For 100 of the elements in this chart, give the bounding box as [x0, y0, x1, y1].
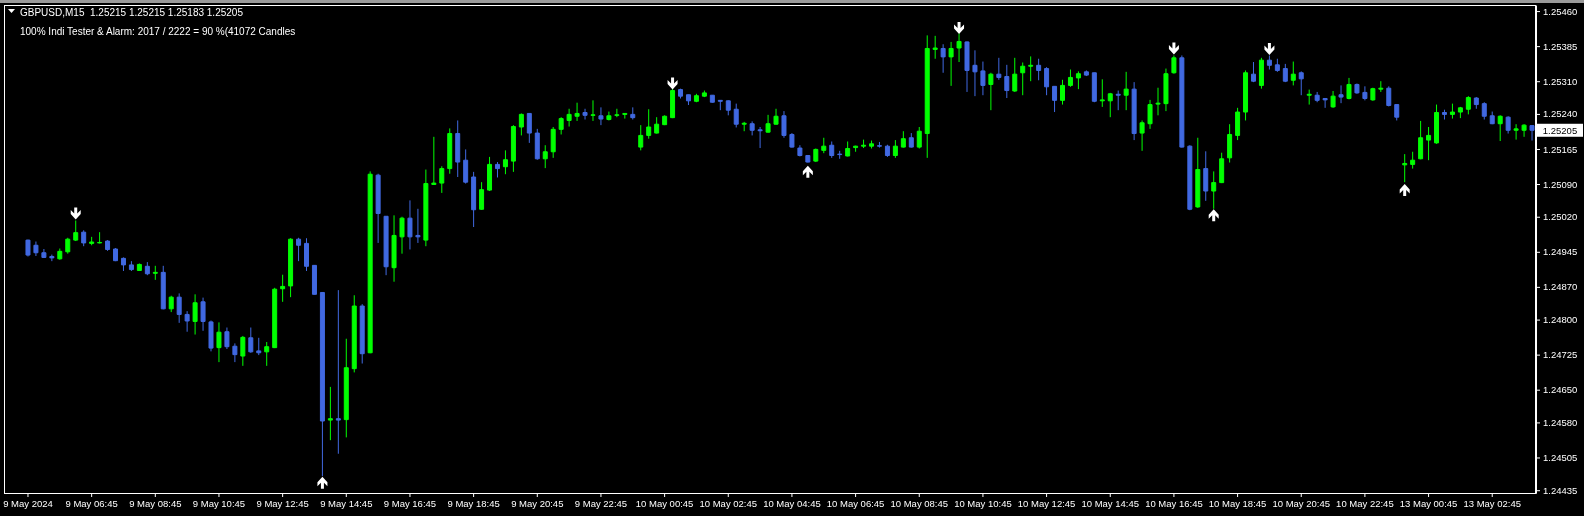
x-tick-label: 9 May 08:45: [129, 497, 182, 509]
candlestick: [1362, 85, 1368, 101]
candlestick: [192, 293, 198, 336]
y-tick-label: 1.24580: [1543, 416, 1578, 428]
candlestick: [81, 229, 87, 247]
candlestick: [487, 156, 493, 192]
candlestick: [988, 72, 994, 111]
x-tick-label: 10 May 20:45: [1272, 497, 1331, 509]
x-tick-label: 9 May 14:45: [320, 497, 373, 509]
candlestick: [821, 137, 827, 154]
candlestick: [741, 121, 747, 132]
y-tick-label: 1.24725: [1543, 349, 1578, 361]
candlestick: [797, 144, 803, 157]
candlestick: [1434, 104, 1440, 145]
x-tick-label: 9 May 06:45: [65, 497, 118, 509]
candlestick: [1330, 90, 1336, 109]
x-tick-label: 9 May 12:45: [256, 497, 309, 509]
candlestick: [224, 327, 230, 350]
candlestick: [152, 265, 158, 281]
x-tick-label: 10 May 04:45: [763, 497, 821, 509]
x-tick-label: 13 May 02:45: [1463, 497, 1522, 509]
candlestick: [256, 337, 262, 356]
candlestick: [980, 61, 986, 96]
x-tick-label: 10 May 14:45: [1081, 497, 1140, 509]
candlestick: [1123, 71, 1129, 111]
candlestick: [296, 237, 302, 262]
candlestick: [526, 112, 532, 144]
candlestick: [1243, 69, 1249, 121]
candlestick: [853, 145, 859, 153]
annotation: 100% Indi Tester & Alarm: 2017 / 2222 = 90 %(41072 Candles: [20, 26, 296, 37]
candlestick: [1067, 69, 1073, 88]
y-tick-label: 1.25460: [1543, 5, 1578, 17]
candlestick: [757, 126, 763, 149]
candlestick: [335, 289, 341, 455]
chart-title: GBPUSD,M15 1.25215 1.25215 1.25183 1.25205: [20, 7, 244, 18]
candlestick: [892, 139, 898, 159]
candlestick: [288, 237, 294, 298]
candlestick: [423, 169, 429, 247]
candlestick: [1258, 57, 1264, 90]
candlestick: [280, 274, 286, 303]
candlestick: [876, 141, 882, 149]
candlestick: [65, 237, 71, 255]
candlestick: [272, 287, 278, 349]
candlestick: [1497, 114, 1503, 142]
candlestick: [1131, 81, 1137, 141]
candlestick: [391, 214, 397, 283]
candlestick: [41, 248, 47, 259]
candlestick: [1020, 61, 1026, 96]
candlestick: [964, 40, 970, 93]
candlestick: [1004, 64, 1010, 99]
candlestick: [415, 208, 421, 244]
candlestick: [1139, 119, 1145, 152]
candlestick: [972, 49, 978, 97]
candlestick: [494, 161, 500, 178]
candlestick: [932, 35, 938, 60]
x-tick-label: 10 May 00:45: [635, 497, 694, 509]
candlestick: [113, 247, 119, 262]
y-tick-label: 1.25090: [1543, 178, 1578, 190]
x-tick-label: 10 May 16:45: [1145, 497, 1203, 509]
candlestick: [614, 108, 620, 118]
point: [1264, 42, 1275, 55]
candlestick: [1083, 69, 1089, 77]
y-tick-label: 1.25310: [1543, 75, 1578, 87]
candlestick: [160, 265, 166, 310]
candlestick: [1052, 85, 1058, 113]
y-tick-label: 1.25165: [1543, 143, 1578, 155]
candlestick: [304, 237, 310, 272]
candlestick: [383, 215, 389, 276]
candlestick: [351, 294, 357, 373]
point: [667, 77, 678, 90]
candlestick: [120, 256, 126, 272]
candlestick: [1346, 77, 1352, 100]
candlestick: [89, 236, 95, 246]
candlestick: [1282, 63, 1288, 83]
candlestick: [845, 140, 851, 157]
candlestick: [1513, 123, 1519, 141]
candlestick: [1266, 54, 1272, 71]
candlestick: [136, 262, 142, 272]
candlestick: [1354, 83, 1360, 95]
candlestick: [1394, 104, 1400, 121]
candlestick: [654, 116, 660, 135]
candlestick: [208, 320, 214, 352]
candlestick: [431, 136, 437, 186]
candlestick: [908, 132, 914, 149]
candlestick: [343, 338, 349, 438]
candlestick: [574, 102, 580, 122]
x-tick-label: 13 May 00:45: [1399, 497, 1458, 509]
candlestick: [900, 130, 906, 149]
candlestick: [534, 128, 540, 161]
candlestick: [367, 170, 373, 354]
candlestick: [168, 295, 174, 313]
candlestick: [956, 33, 962, 63]
x-tick-label: 9 May 16:45: [383, 497, 437, 509]
candlestick: [996, 57, 1002, 81]
candlestick: [1147, 99, 1153, 130]
candlestick: [1426, 126, 1432, 161]
point: [1208, 209, 1219, 222]
candlestick: [439, 165, 445, 194]
candlestick: [1465, 95, 1471, 115]
candlestick: [1290, 61, 1296, 86]
